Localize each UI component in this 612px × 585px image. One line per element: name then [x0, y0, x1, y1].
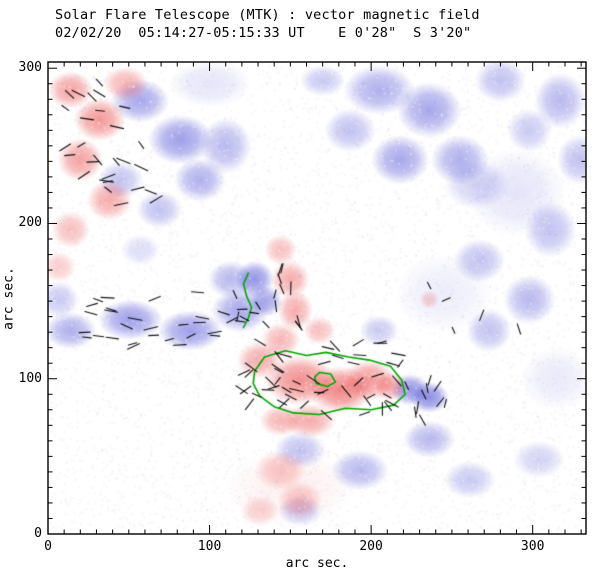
x-tick-label: 200: [359, 539, 383, 554]
x-tick-label: 100: [197, 539, 222, 554]
figure-subtitle: 02/02/20 05:14:27-05:15:33 UT E 0'28" S …: [55, 25, 472, 41]
x-axis-label: arc sec.: [285, 556, 349, 571]
x-tick-label: 300: [520, 539, 545, 554]
figure-title: Solar Flare Telescope (MTK) : vector mag…: [55, 7, 480, 23]
y-tick-label: 0: [34, 526, 42, 541]
magnetic-field-map: [48, 62, 586, 534]
y-tick-label: 300: [18, 60, 42, 76]
y-tick-label: 100: [18, 370, 42, 386]
y-axis-label: arc sec.: [1, 267, 17, 330]
x-tick-label: 0: [44, 539, 52, 554]
y-tick-label: 200: [18, 215, 42, 231]
plot-frame: [47, 61, 587, 535]
